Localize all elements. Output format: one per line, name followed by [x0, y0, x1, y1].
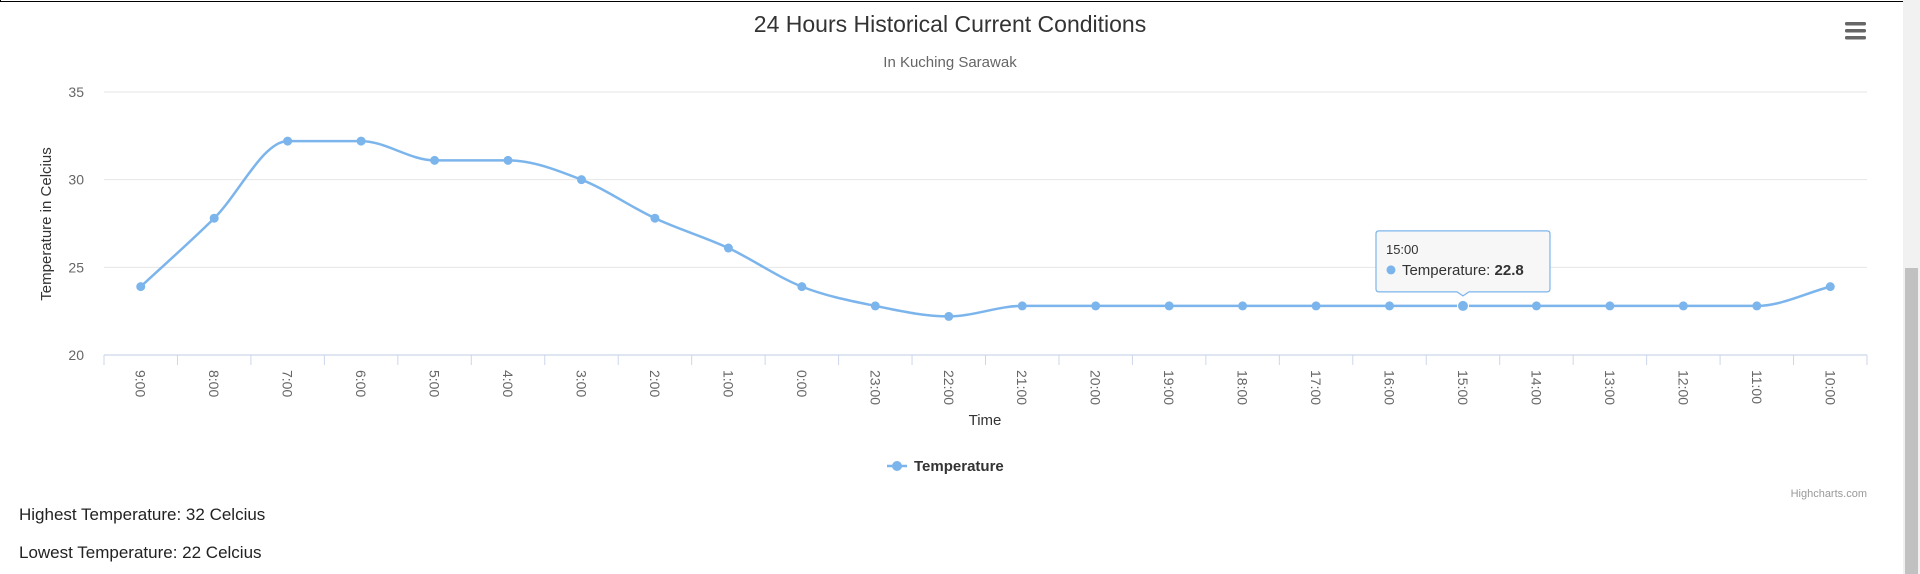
tooltip: 15:00 Temperature: 22.8: [1375, 230, 1551, 297]
chart-subtitle: In Kuching Sarawak: [883, 54, 1017, 71]
x-tick-label: 11:00: [1749, 370, 1765, 404]
data-point[interactable]: [283, 136, 293, 146]
data-point[interactable]: [209, 213, 219, 223]
scrollbar-thumb[interactable]: [1905, 268, 1918, 574]
x-tick-label: 8:00: [206, 370, 222, 397]
data-point[interactable]: [1825, 282, 1835, 292]
data-point[interactable]: [1752, 301, 1762, 311]
y-tick-label: 25: [68, 259, 84, 275]
series-line-temperature: [139, 139, 1831, 318]
data-point[interactable]: [1456, 299, 1469, 312]
y-tick-label: 30: [68, 172, 84, 188]
legend-marker-symbol: [892, 461, 902, 471]
data-point[interactable]: [944, 311, 954, 321]
temperature-chart: 24 Hours Historical Current Conditions I…: [38, 11, 1869, 500]
highest-temperature-text: Highest Temperature: 32 Celcius: [19, 505, 266, 524]
x-tick-label: 9:00: [133, 370, 149, 397]
data-point[interactable]: [1531, 301, 1541, 311]
x-tick-label: 12:00: [1675, 370, 1691, 405]
x-tick-label: 10:00: [1822, 370, 1838, 405]
y-gridlines: [104, 91, 1867, 268]
data-point[interactable]: [1164, 301, 1174, 311]
tooltip-value-line: Temperature: 22.8: [1402, 262, 1524, 279]
data-point[interactable]: [430, 155, 440, 165]
highcharts-credits[interactable]: Highcharts.com: [1791, 488, 1867, 500]
data-point[interactable]: [650, 213, 660, 223]
x-tick-label: 21:00: [1014, 370, 1030, 405]
tooltip-value: 22.8: [1495, 262, 1524, 279]
data-point[interactable]: [356, 136, 366, 146]
x-tick-label: 17:00: [1308, 370, 1324, 405]
x-tick-label: 4:00: [500, 370, 516, 397]
tooltip-category: 15:00: [1386, 242, 1419, 257]
series-points: [136, 136, 1835, 321]
data-point[interactable]: [1238, 301, 1248, 311]
data-point[interactable]: [1091, 301, 1101, 311]
x-tick-label: 23:00: [867, 370, 883, 405]
y-tick-labels: 20 25 30 35: [68, 84, 84, 363]
x-axis-label: Time: [969, 412, 1002, 429]
tooltip-series-label: Temperature:: [1402, 262, 1495, 279]
tooltip-box: [1375, 230, 1551, 297]
legend-label: Temperature: [914, 458, 1004, 475]
data-point[interactable]: [576, 175, 586, 185]
data-point[interactable]: [1385, 301, 1395, 311]
x-axis: [103, 354, 1868, 365]
x-tick-label: 20:00: [1088, 370, 1104, 405]
x-tick-label: 6:00: [353, 370, 369, 397]
x-tick-label: 15:00: [1455, 370, 1471, 405]
x-tick-label: 5:00: [427, 370, 443, 397]
data-point[interactable]: [136, 282, 146, 292]
data-point[interactable]: [797, 282, 807, 292]
x-tick-label: 19:00: [1161, 370, 1177, 405]
context-menu-button[interactable]: [1843, 20, 1869, 42]
data-point[interactable]: [503, 155, 513, 165]
data-point[interactable]: [1605, 301, 1615, 311]
x-tick-label: 3:00: [573, 370, 589, 397]
x-tick-label: 7:00: [280, 370, 296, 397]
x-tick-labels: 9:00 8:00 7:00 6:00 5:00 4:00 3:00 2:00 1:00 0:00…: [133, 370, 1839, 405]
data-point[interactable]: [1017, 301, 1027, 311]
chart-title: 24 Hours Historical Current Conditions: [754, 11, 1146, 37]
legend-item-temperature[interactable]: Temperature: [887, 458, 1004, 475]
hamburger-menu-icon: [1845, 22, 1866, 40]
x-tick-label: 22:00: [941, 370, 957, 405]
data-point[interactable]: [1311, 301, 1321, 311]
x-tick-label: 18:00: [1235, 370, 1251, 405]
x-tick-label: 16:00: [1382, 370, 1398, 405]
x-tick-label: 13:00: [1602, 370, 1618, 405]
y-tick-label: 20: [68, 347, 84, 363]
data-point[interactable]: [723, 243, 733, 253]
tooltip-series-dot: [1386, 265, 1396, 275]
x-tick-label: 2:00: [647, 370, 663, 397]
y-axis-label: Temperature in Celcius: [38, 147, 55, 300]
data-point[interactable]: [1678, 301, 1688, 311]
y-tick-label: 35: [68, 84, 84, 100]
x-tick-label: 1:00: [720, 370, 736, 397]
lowest-temperature-text: Lowest Temperature: 22 Celcius: [19, 543, 262, 562]
x-tick-label: 0:00: [794, 370, 810, 397]
x-tick-label: 14:00: [1528, 370, 1544, 405]
data-point[interactable]: [870, 301, 880, 311]
